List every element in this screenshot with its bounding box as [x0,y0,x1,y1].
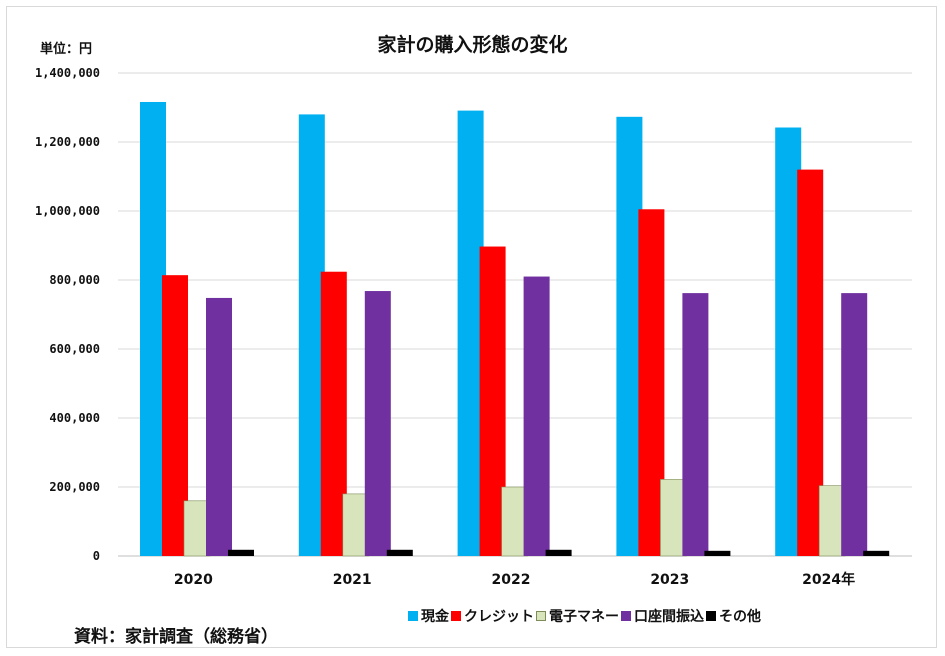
y-tick-label: 200,000 [49,480,100,494]
legend-swatch [408,611,418,621]
legend-label: 口座間振込 [634,609,704,625]
y-tick-label: 600,000 [49,342,100,356]
bar [616,116,643,556]
x-tick-label: 2020 [174,572,213,588]
bar [841,293,868,556]
bar [545,549,572,556]
legend: 現金 クレジット 電子マネー 口座間振込 その他 [408,606,763,626]
bar [704,550,731,556]
bar [501,486,528,557]
bar [863,550,890,556]
legend-label: 現金 [421,609,449,625]
legend-item: 電子マネー [536,606,619,626]
y-tick-label: 800,000 [49,273,100,287]
legend-item: 口座間振込 [621,606,704,626]
bar [162,275,188,556]
bar [228,549,254,556]
bar [320,271,347,556]
legend-item: クレジット [451,606,534,626]
y-tick-label: 1,400,000 [35,66,100,80]
bar [206,297,232,556]
x-tick-label: 2023 [650,572,689,588]
unit-label: 単位：円 [40,42,93,57]
legend-swatch [536,611,546,621]
bar [660,479,687,557]
bar [183,500,211,557]
bar [479,246,506,556]
bar [682,293,709,556]
bar [386,549,413,556]
legend-label: クレジット [464,609,534,625]
chart-title: 家計の購入形態の変化 [377,34,568,56]
bar [523,276,550,556]
legend-item: 現金 [408,606,449,626]
legend-swatch [706,611,716,621]
bar [457,110,484,556]
legend-item: その他 [706,606,761,626]
bar [818,485,846,557]
legend-label: その他 [719,609,761,625]
legend-swatch [451,611,461,621]
bar [342,493,370,557]
bar [775,127,802,556]
y-tick-label: 400,000 [49,411,100,425]
bar [638,209,665,556]
bar [140,101,166,556]
bar [298,114,325,557]
x-tick-label: 2022 [492,572,531,588]
bar [797,169,824,556]
source-note: 資料：家計調査（総務省） [74,627,278,647]
legend-swatch [621,611,631,621]
y-tick-label: 1,200,000 [35,135,100,149]
legend-label: 電子マネー [549,609,619,625]
y-tick-label: 0 [93,549,100,563]
x-tick-label: 2024年 [802,571,855,588]
x-tick-label: 2021 [333,572,372,588]
y-tick-label: 1,000,000 [35,204,100,218]
bar [364,291,391,556]
